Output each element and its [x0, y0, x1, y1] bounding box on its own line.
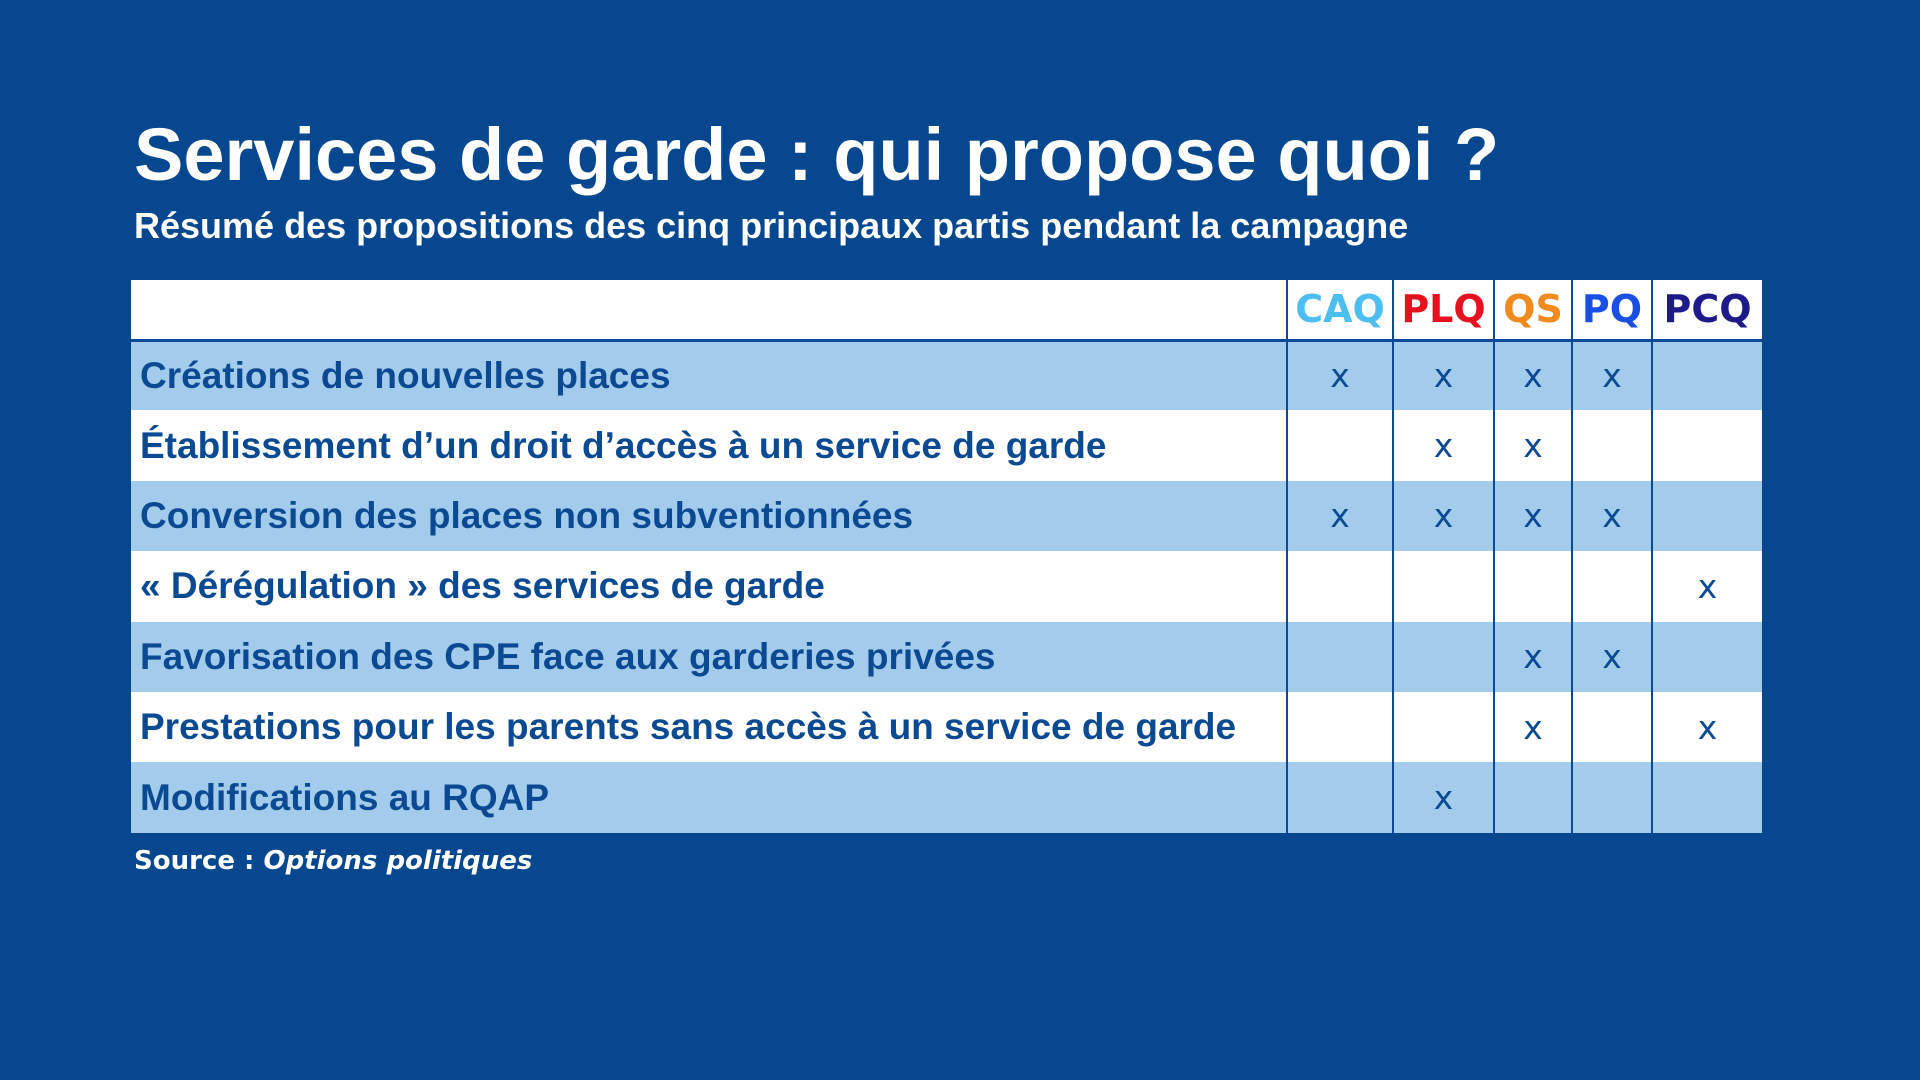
- mark-cell-qs: x: [1493, 340, 1572, 411]
- mark-cell-plq: [1392, 691, 1494, 763]
- table-header-row: CAQ PLQ QS PQ PCQ: [131, 280, 1762, 342]
- source-note: Source : Options politiques: [134, 846, 532, 876]
- row-label: Conversion des places non subventionnées: [140, 494, 914, 536]
- mark-cell-plq: x: [1392, 480, 1494, 552]
- row-label: « Dérégulation » des services de garde: [140, 565, 825, 607]
- mark-cell-pq: [1571, 551, 1652, 622]
- row-label: Établissement d’un droit d’accès à un se…: [140, 424, 1107, 466]
- page-title: Services de garde : qui propose quoi ?: [134, 113, 1500, 196]
- mark-cell-caq: [1286, 410, 1393, 481]
- page-subtitle: Résumé des propositions des cinq princip…: [134, 205, 1409, 246]
- row-label: Créations de nouvelles places: [140, 354, 671, 396]
- mark-cell-pq: [1571, 691, 1652, 763]
- mark-cell-caq: [1286, 691, 1393, 763]
- party-header-caq: CAQ: [1286, 280, 1393, 342]
- source-name: Options politiques: [263, 846, 533, 876]
- mark-cell-plq: x: [1392, 410, 1494, 481]
- mark-cell-caq: x: [1286, 340, 1393, 411]
- table-row: « Dérégulation » des services de garde x: [131, 551, 1762, 622]
- mark-cell-pq: [1571, 762, 1652, 833]
- mark-cell-pcq: [1651, 762, 1762, 833]
- mark-cell-qs: [1493, 762, 1572, 833]
- proposals-table: CAQ PLQ QS PQ PCQ Créations de nouvelles pla…: [131, 280, 1762, 833]
- mark-cell-pcq: [1651, 410, 1762, 481]
- mark-cell-pq: x: [1571, 480, 1652, 552]
- mark-cell-caq: [1286, 551, 1393, 622]
- row-label: Prestations pour les parents sans accès …: [140, 706, 1237, 748]
- mark-cell-pcq: [1651, 480, 1762, 552]
- mark-cell-plq: [1392, 551, 1494, 622]
- table-row: Favorisation des CPE face aux garderies …: [131, 621, 1762, 692]
- mark-cell-plq: x: [1392, 762, 1494, 833]
- mark-cell-pcq: x: [1651, 691, 1762, 763]
- source-label: Source :: [134, 846, 255, 876]
- table-row: Créations de nouvelles places x x x x: [131, 340, 1762, 411]
- mark-cell-caq: x: [1286, 480, 1393, 552]
- party-header-plq: PLQ: [1392, 280, 1494, 342]
- table-row: Établissement d’un droit d’accès à un se…: [131, 410, 1762, 481]
- mark-cell-qs: x: [1493, 410, 1572, 481]
- mark-cell-pq: x: [1571, 340, 1652, 411]
- row-label: Favorisation des CPE face aux garderies …: [140, 635, 996, 677]
- party-header-qs: QS: [1493, 280, 1572, 342]
- row-label: Modifications au RQAP: [140, 776, 550, 818]
- header-empty-cell: [131, 280, 1287, 342]
- mark-cell-plq: x: [1392, 340, 1494, 411]
- table-row: Modifications au RQAP x: [131, 762, 1762, 833]
- party-header-pq: PQ: [1571, 280, 1652, 342]
- mark-cell-pcq: x: [1651, 551, 1762, 622]
- mark-cell-pq: [1571, 410, 1652, 481]
- mark-cell-qs: x: [1493, 691, 1572, 763]
- mark-cell-qs: x: [1493, 621, 1572, 692]
- mark-cell-qs: [1493, 551, 1572, 622]
- mark-cell-pcq: [1651, 621, 1762, 692]
- mark-cell-plq: [1392, 621, 1494, 692]
- table-row: Conversion des places non subventionnées…: [131, 480, 1762, 552]
- mark-cell-qs: x: [1493, 480, 1572, 552]
- table-row: Prestations pour les parents sans accès …: [131, 691, 1762, 763]
- mark-cell-caq: [1286, 621, 1393, 692]
- mark-cell-pcq: [1651, 340, 1762, 411]
- mark-cell-caq: [1286, 762, 1393, 833]
- mark-cell-pq: x: [1571, 621, 1652, 692]
- party-header-pcq: PCQ: [1651, 280, 1762, 342]
